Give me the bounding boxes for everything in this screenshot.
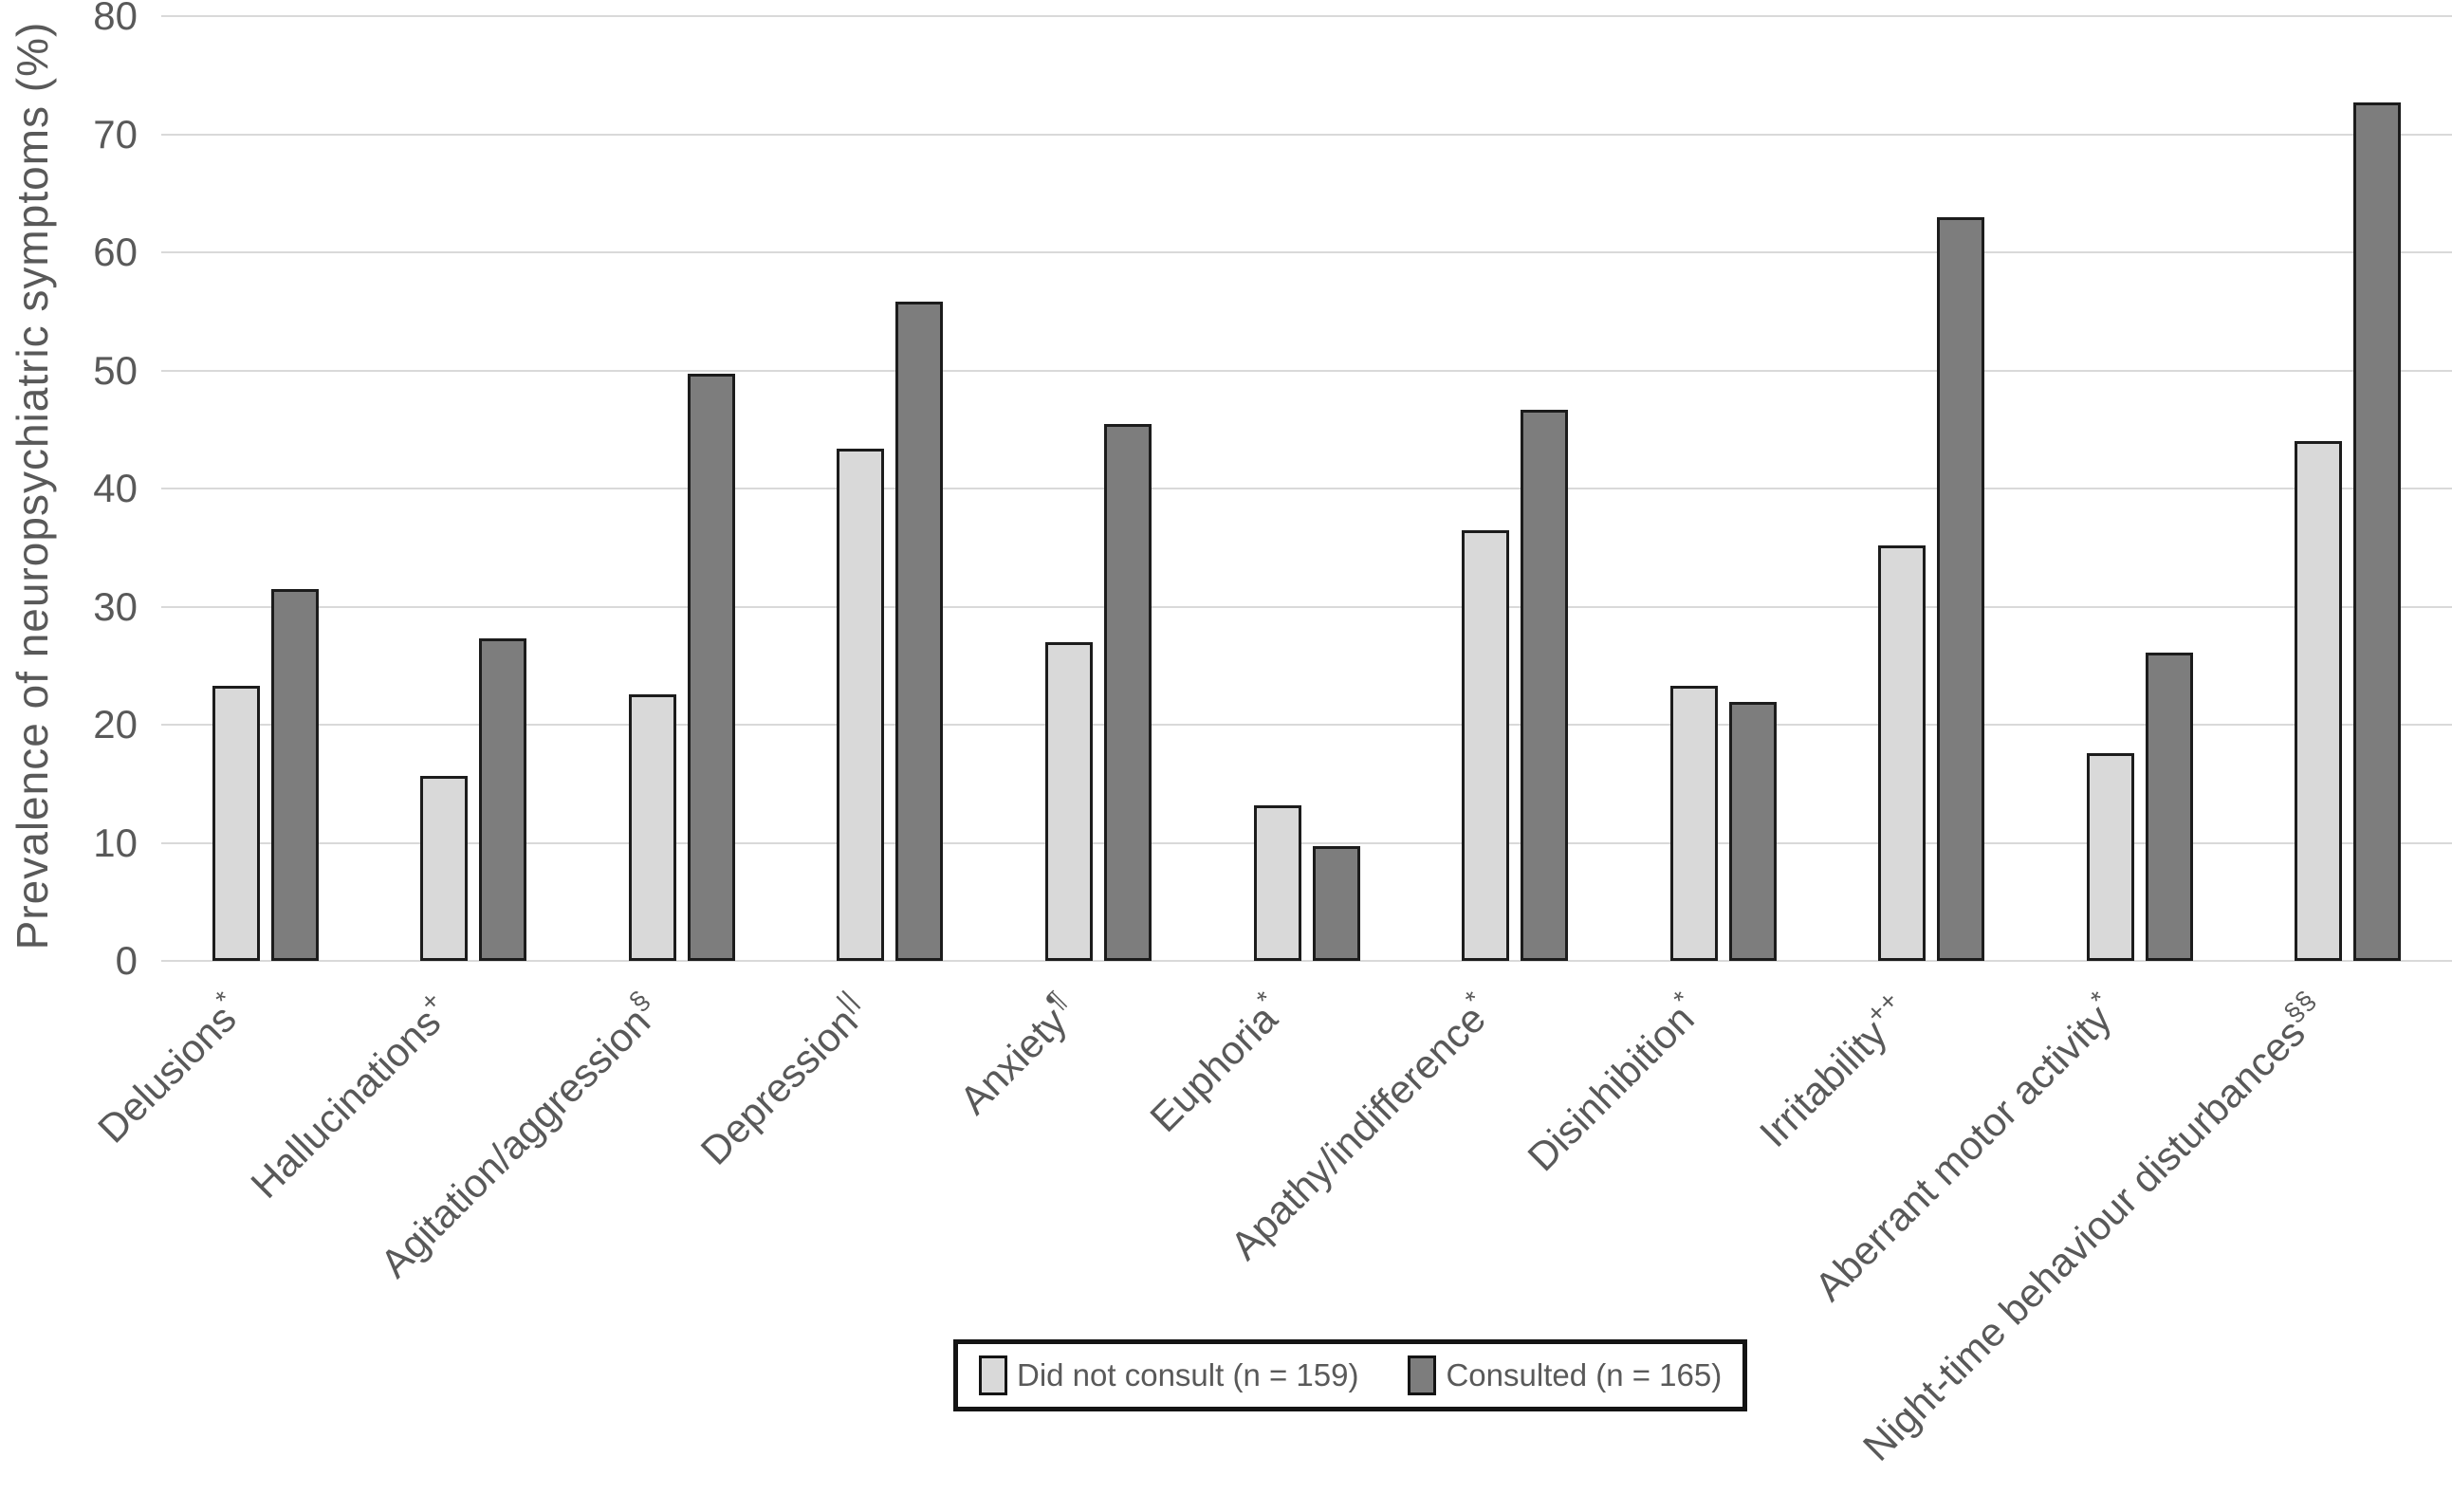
category-label: Night-time behaviour disturbances§§ — [1851, 985, 2336, 1470]
plot-area — [161, 15, 2452, 962]
category-label: Anxiety¶ — [948, 985, 1086, 1123]
bar-consulted-4 — [895, 302, 944, 961]
legend-label-consulted: Consulted (n = 165) — [1446, 1357, 1723, 1392]
category-label: Euphoria* — [1138, 985, 1295, 1141]
gridline-80 — [161, 15, 2452, 17]
y-tick-label-0: 0 — [115, 938, 138, 983]
y-tick-label-50: 50 — [93, 347, 138, 393]
bar-consulted-3 — [687, 374, 735, 961]
gridline-40 — [161, 488, 2452, 489]
bar-did-not-consult-3 — [628, 694, 676, 961]
bar-did-not-consult-7 — [1462, 530, 1510, 961]
category-label-text: Hallucinations — [242, 999, 450, 1207]
category-label-text: Euphoria — [1141, 995, 1286, 1141]
gridline-20 — [161, 724, 2452, 726]
bar-did-not-consult-4 — [837, 449, 885, 961]
category-label: Depression|| — [689, 985, 877, 1173]
category-label-text: Irritability — [1751, 1011, 1896, 1156]
y-tick-label-30: 30 — [93, 583, 138, 629]
legend-swatch-consulted — [1408, 1355, 1437, 1395]
legend-item-did-not-consult: Did not consult (n = 159) — [979, 1355, 1358, 1395]
category-label-text: Depression — [692, 999, 867, 1173]
category-label-text: Night-time behaviour disturbances — [1853, 1009, 2314, 1469]
category-label: Irritability++ — [1748, 985, 1920, 1156]
gridline-10 — [161, 841, 2452, 844]
y-tick-label-40: 40 — [93, 466, 138, 510]
y-tick-label-10: 10 — [93, 820, 138, 865]
gridline-0 — [161, 960, 2452, 962]
bar-did-not-consult-5 — [1044, 642, 1093, 961]
bar-did-not-consult-6 — [1253, 805, 1301, 961]
y-tick-label-20: 20 — [93, 702, 138, 747]
bar-consulted-1 — [270, 589, 319, 961]
bar-did-not-consult-8 — [1669, 686, 1718, 961]
category-label: Disinhibition* — [1516, 985, 1711, 1180]
gridline-60 — [161, 251, 2452, 253]
bar-consulted-8 — [1728, 702, 1777, 961]
y-tick-label-60: 60 — [93, 230, 138, 274]
bar-consulted-10 — [2145, 653, 2193, 961]
legend-label-did-not-consult: Did not consult (n = 159) — [1017, 1357, 1359, 1392]
y-tick-label-80: 80 — [93, 0, 138, 38]
category-label: Delusions* — [86, 985, 253, 1152]
gridline-50 — [161, 369, 2452, 372]
legend: Did not consult (n = 159) Consulted (n = … — [953, 1339, 1748, 1411]
category-label-text: Disinhibition — [1519, 995, 1703, 1180]
bar-did-not-consult-10 — [2086, 753, 2134, 961]
gridline-30 — [161, 605, 2452, 608]
bar-did-not-consult-9 — [1878, 545, 1927, 961]
bar-consulted-6 — [1312, 846, 1360, 961]
bar-did-not-consult-1 — [212, 686, 260, 961]
bar-consulted-5 — [1103, 424, 1152, 961]
bar-did-not-consult-2 — [420, 776, 469, 961]
bar-consulted-2 — [479, 638, 527, 961]
category-label: Hallucinations+ — [239, 985, 462, 1208]
category-label-text: Anxiety — [950, 998, 1076, 1123]
bar-consulted-11 — [2353, 102, 2402, 961]
gridline-70 — [161, 133, 2452, 136]
legend-swatch-did-not-consult — [979, 1355, 1007, 1395]
bar-did-not-consult-11 — [2295, 441, 2343, 961]
category-label-text: Delusions — [89, 995, 246, 1152]
bar-consulted-7 — [1521, 410, 1569, 961]
legend-item-consulted: Consulted (n = 165) — [1408, 1355, 1722, 1395]
y-tick-label-70: 70 — [93, 111, 138, 157]
bar-consulted-9 — [1937, 217, 1985, 961]
